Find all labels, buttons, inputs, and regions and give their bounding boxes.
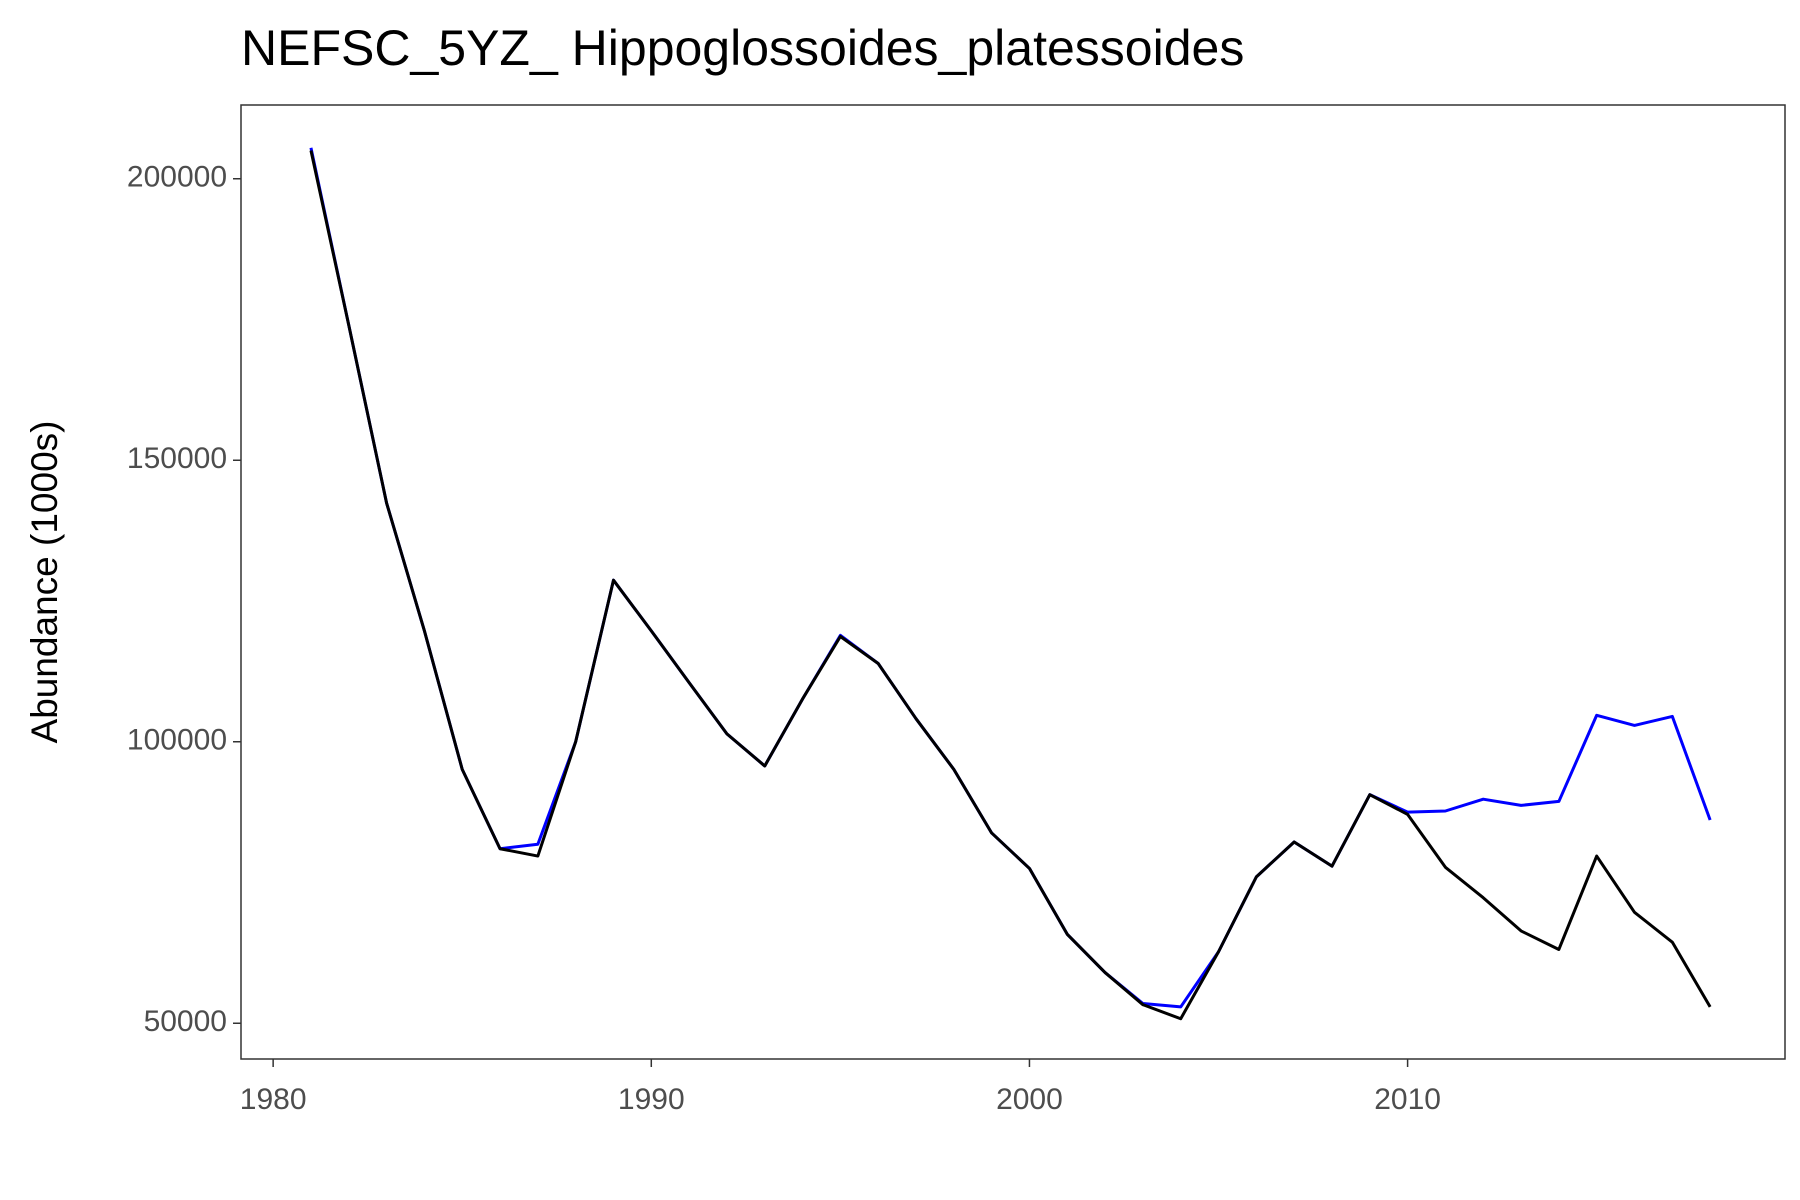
plot-panel [240, 104, 1786, 1060]
x-tick-label: 2000 [996, 1083, 1063, 1116]
x-tick-label: 1990 [618, 1083, 685, 1116]
y-axis-label: Abundance (1000s) [24, 421, 65, 744]
y-tick-label: 200000 [127, 161, 227, 194]
chart-title: NEFSC_5YZ_ Hippoglossoides_platessoides [241, 20, 1244, 76]
y-tick-label: 150000 [127, 442, 227, 475]
line-series [309, 150, 1712, 1021]
line-series [309, 147, 1712, 1009]
y-tick-label: 50000 [144, 1005, 227, 1038]
x-tick-label: 2010 [1374, 1083, 1441, 1116]
x-tick-label: 1980 [240, 1083, 307, 1116]
y-tick-label: 100000 [127, 724, 227, 757]
